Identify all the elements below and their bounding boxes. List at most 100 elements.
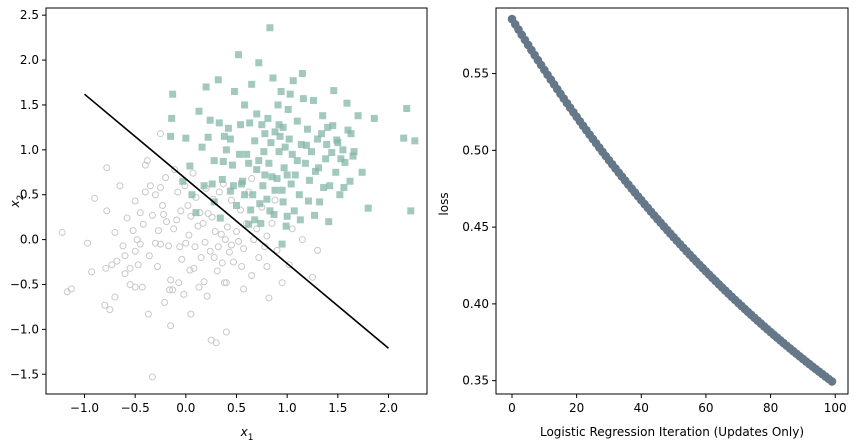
left-plot-area: [58, 24, 419, 381]
class-1-point: [325, 218, 333, 226]
class-1-point: [202, 83, 210, 91]
class-0-point: [169, 286, 177, 294]
class-0-point: [201, 238, 209, 246]
class-0-point: [180, 290, 188, 298]
class-0-point: [106, 306, 114, 314]
class-1-point: [268, 173, 276, 181]
class-1-point: [403, 105, 411, 113]
class-0-point: [190, 264, 198, 272]
class-0-point: [298, 236, 306, 244]
class-1-point: [259, 182, 267, 190]
class-1-point: [266, 24, 274, 32]
class-1-point: [267, 139, 275, 147]
class-0-point: [173, 216, 181, 224]
x-tick-label: 40: [634, 401, 649, 415]
class-1-point: [280, 164, 288, 172]
class-1-point: [322, 155, 330, 163]
class-0-point: [285, 261, 293, 269]
class-0-point: [148, 211, 156, 219]
class-1-point: [341, 158, 349, 166]
class-0-point: [220, 279, 228, 287]
x-tick-label: 20: [569, 401, 584, 415]
class-1-point: [218, 175, 226, 183]
class-1-point: [241, 101, 249, 109]
class-0-point: [148, 373, 156, 381]
class-1-point: [296, 216, 304, 224]
class-0-point: [189, 169, 197, 177]
class-1-point: [275, 148, 283, 156]
class-0-point: [278, 279, 286, 287]
class-1-point: [302, 141, 310, 149]
y-tick-label: 0.45: [462, 220, 489, 234]
right-axes-frame: [495, 7, 849, 395]
class-0-point: [151, 191, 159, 199]
class-1-point: [243, 150, 251, 158]
class-1-point: [285, 135, 293, 143]
class-0-point: [88, 268, 96, 276]
class-0-point: [101, 301, 109, 309]
class-1-point: [320, 184, 328, 192]
x-tick-label: 0.5: [227, 401, 246, 415]
left-x-axis-label-main: x: [240, 425, 249, 439]
class-1-point: [260, 148, 268, 156]
class-1-point: [245, 220, 253, 228]
class-0-point: [167, 322, 175, 330]
class-1-point: [224, 124, 232, 132]
class-0-point: [163, 218, 171, 226]
class-0-point: [195, 283, 203, 291]
class-0-point: [166, 286, 174, 294]
class-1-point: [278, 186, 286, 194]
y-tick-label: −1.0: [10, 322, 39, 336]
class-1-point: [315, 164, 323, 172]
class-0-point: [157, 184, 165, 192]
class-1-point: [316, 198, 324, 206]
class-1-point: [261, 171, 269, 179]
class-1-point: [364, 204, 372, 212]
y-tick-label: 0.40: [462, 297, 489, 311]
left-chart: −1.0 −0.5 0.0 0.5 1.0 1.5 2.0 −1.5 −1.0 −0.5 0.0 0…: [8, 7, 428, 443]
class-0-point: [58, 228, 66, 236]
class-1-point: [287, 180, 295, 188]
class-0-point: [111, 293, 119, 301]
class-0-point: [199, 219, 207, 227]
right-y-axis-label: loss: [437, 192, 451, 215]
class-0-point: [151, 239, 159, 247]
class-1-point: [281, 143, 289, 151]
class-1-point: [246, 119, 254, 127]
class-1-point: [168, 114, 176, 122]
class-1-point: [275, 121, 283, 129]
class-0-point: [103, 164, 111, 172]
class-1-point: [323, 140, 331, 148]
class-0-point: [229, 258, 237, 266]
y-tick-label: 0.5: [20, 188, 39, 202]
class-0-point: [121, 252, 129, 260]
class-1-point: [277, 87, 285, 95]
class-0-point: [191, 243, 199, 251]
class-0-point: [126, 264, 134, 272]
class-0-point: [103, 207, 111, 215]
class-1-point: [301, 159, 309, 167]
class-1-point: [290, 207, 298, 215]
class-1-point: [265, 159, 273, 167]
y-tick-label: −0.5: [10, 277, 39, 291]
x-tick-label: 100: [824, 401, 847, 415]
class-1-point: [214, 76, 222, 84]
decision-boundary-line: [83, 93, 390, 349]
class-1-point: [305, 176, 313, 184]
left-x-axis-ticks: −1.0 −0.5 0.0 0.5 1.0 1.5 2.0: [70, 394, 398, 415]
class-0-point: [145, 252, 153, 260]
x-tick-label: 1.5: [328, 401, 347, 415]
class-0-point: [157, 240, 165, 248]
class-1-point: [333, 136, 341, 144]
class-1-point: [279, 123, 287, 131]
class-0-point: [222, 279, 230, 287]
class-1-point: [204, 133, 212, 141]
class-0-point: [225, 248, 233, 256]
class-0-point: [157, 130, 165, 138]
class-0-point: [238, 263, 246, 271]
class-0-point: [235, 237, 243, 245]
class-1-point: [332, 168, 340, 176]
class-1-point: [310, 96, 318, 104]
class-1-point: [256, 200, 264, 208]
